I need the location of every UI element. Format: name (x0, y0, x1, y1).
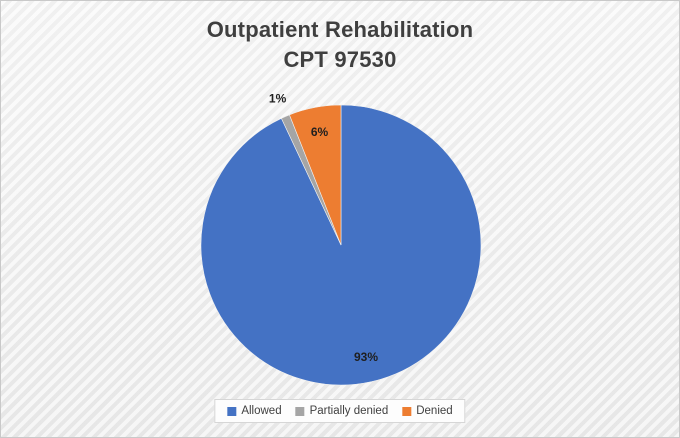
pie-label-allowed: 93% (354, 350, 378, 364)
chart-title: Outpatient Rehabilitation CPT 97530 (1, 15, 679, 75)
legend-swatch-denied (402, 406, 412, 416)
legend-swatch-partially-denied (295, 406, 305, 416)
chart-title-line1: Outpatient Rehabilitation (206, 17, 474, 42)
legend-item-partially-denied: Partially denied (295, 405, 389, 417)
legend-label-partially-denied: Partially denied (309, 405, 389, 417)
legend-label-allowed: Allowed (241, 405, 282, 417)
legend-swatch-allowed (227, 406, 237, 416)
chart-legend: Allowed Partially denied Denied (214, 399, 466, 423)
legend-label-denied: Denied (416, 405, 453, 417)
legend-item-denied: Denied (402, 405, 453, 417)
chart-title-line2: CPT 97530 (283, 47, 397, 72)
legend-item-allowed: Allowed (227, 405, 282, 417)
pie-slice-denied (289, 104, 342, 246)
pie-label-denied: 6% (311, 125, 329, 139)
pie-label-partially-denied: 1% (269, 92, 287, 106)
